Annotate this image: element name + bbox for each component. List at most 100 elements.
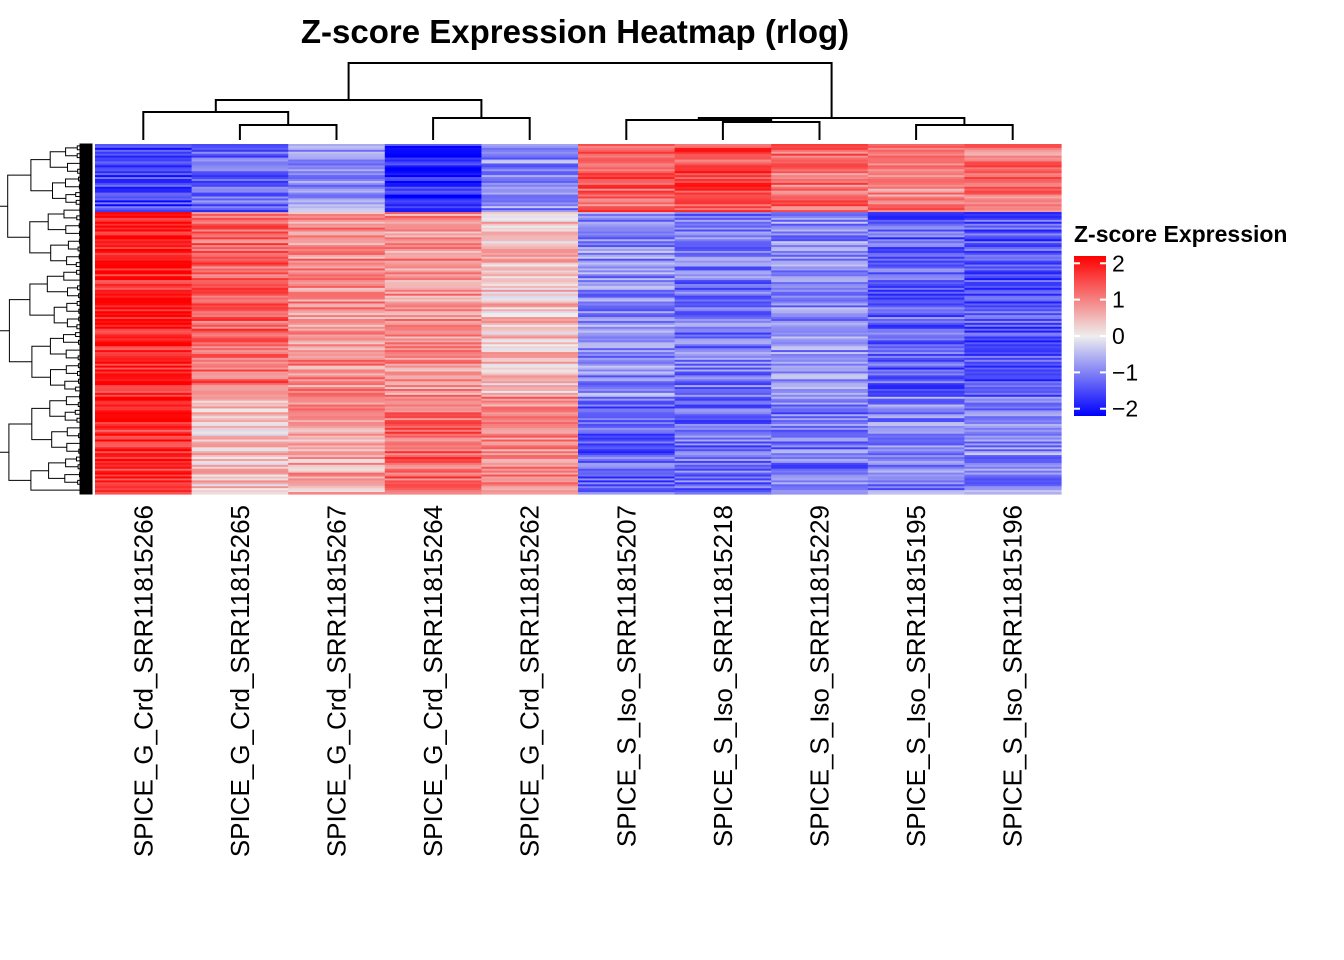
heatmap-cell — [191, 315, 289, 318]
heatmap-cell — [867, 429, 965, 433]
heatmap-cell — [674, 262, 772, 266]
heatmap-cell — [867, 427, 965, 431]
heatmap-cell — [578, 256, 676, 260]
heatmap-cell — [481, 324, 579, 328]
heatmap-cell — [191, 282, 289, 285]
heatmap-cell — [384, 342, 482, 345]
heatmap-cell — [867, 422, 965, 425]
heatmap-cell — [964, 400, 1062, 404]
heatmap-cell — [964, 451, 1062, 454]
heatmap-cell — [674, 208, 772, 211]
heatmap-cell — [867, 344, 965, 347]
heatmap-cell — [481, 301, 579, 305]
heatmap-cell — [288, 144, 386, 147]
heatmap-cell — [578, 363, 676, 367]
heatmap-cell — [674, 278, 772, 281]
heatmap-cell — [191, 219, 289, 223]
heatmap-cell — [771, 243, 869, 246]
heatmap-cell — [384, 159, 482, 163]
heatmap-cell — [95, 490, 193, 493]
heatmap-cell — [288, 311, 386, 314]
heatmap-cell — [481, 425, 579, 429]
heatmap-cell — [384, 324, 482, 328]
heatmap-cell — [288, 254, 386, 258]
legend-tick-label: −2 — [1112, 396, 1138, 422]
heatmap-cell — [867, 375, 965, 378]
heatmap-cell — [964, 480, 1062, 483]
heatmap-cell — [771, 451, 869, 454]
heatmap-cell — [964, 404, 1062, 408]
heatmap-cell — [578, 196, 676, 200]
heatmap-cell — [771, 157, 869, 161]
heatmap-cell — [288, 272, 386, 275]
heatmap-cell — [481, 375, 579, 378]
heatmap-cell — [95, 402, 193, 406]
heatmap-cell — [674, 427, 772, 431]
heatmap-cell — [191, 490, 289, 493]
heatmap-cell — [384, 466, 482, 470]
heatmap-cell — [191, 149, 289, 153]
heatmap-cell — [964, 425, 1062, 429]
heatmap-cell — [95, 171, 193, 174]
heatmap-cell — [288, 227, 386, 231]
heatmap-cell — [964, 256, 1062, 260]
heatmap-cell — [384, 328, 482, 332]
heatmap-cell — [867, 147, 965, 151]
heatmap-cell — [674, 453, 772, 456]
heatmap-cell — [867, 299, 965, 303]
heatmap-cell — [867, 303, 965, 306]
heatmap-cell — [674, 299, 772, 303]
heatmap-cell — [384, 184, 482, 188]
heatmap-cell — [481, 459, 579, 462]
heatmap-cell — [674, 287, 772, 291]
heatmap-cell — [867, 315, 965, 318]
heatmap-cell — [964, 291, 1062, 295]
heatmap-cell — [288, 231, 386, 235]
heatmap-cell — [964, 231, 1062, 235]
heatmap-cell — [867, 390, 965, 394]
heatmap-cell — [771, 145, 869, 149]
heatmap-cell — [288, 336, 386, 340]
heatmap-cell — [964, 383, 1062, 386]
heatmap-cell — [288, 313, 386, 316]
heatmap-cell — [578, 153, 676, 157]
heatmap-cell — [95, 414, 193, 417]
heatmap-cell — [95, 235, 193, 238]
heatmap-cell — [481, 295, 579, 299]
heatmap-cell — [481, 169, 579, 172]
heatmap-cell — [674, 235, 772, 238]
heatmap-cell — [288, 208, 386, 211]
heatmap-cell — [384, 369, 482, 373]
heatmap-cell — [578, 317, 676, 320]
heatmap-cell — [674, 344, 772, 347]
heatmap-cell — [578, 284, 676, 287]
heatmap-cell — [95, 252, 193, 256]
heatmap-cell — [674, 410, 772, 413]
heatmap-cell — [191, 445, 289, 448]
heatmap-cell — [578, 145, 676, 149]
heatmap-cell — [95, 196, 193, 200]
heatmap-cell — [191, 252, 289, 256]
heatmap-cell — [867, 179, 965, 182]
heatmap-cell — [771, 260, 869, 264]
heatmap-cell — [191, 459, 289, 462]
heatmap-cell — [191, 387, 289, 390]
heatmap-cell — [191, 410, 289, 413]
heatmap-cell — [384, 303, 482, 306]
heatmap-cell — [964, 447, 1062, 450]
heatmap-cell — [384, 280, 482, 283]
heatmap-cell — [481, 404, 579, 408]
heatmap-cell — [578, 303, 676, 306]
heatmap-cell — [674, 272, 772, 275]
heatmap-cell — [867, 359, 965, 363]
heatmap-cell — [867, 227, 965, 231]
heatmap-cell — [964, 441, 1062, 445]
heatmap-cell — [191, 453, 289, 456]
heatmap-cell — [867, 385, 965, 388]
heatmap-cell — [191, 425, 289, 429]
heatmap-cell — [95, 198, 193, 201]
heatmap-cell — [867, 484, 965, 487]
heatmap-cell — [771, 295, 869, 299]
heatmap-cell — [578, 147, 676, 151]
heatmap-cell — [674, 303, 772, 306]
